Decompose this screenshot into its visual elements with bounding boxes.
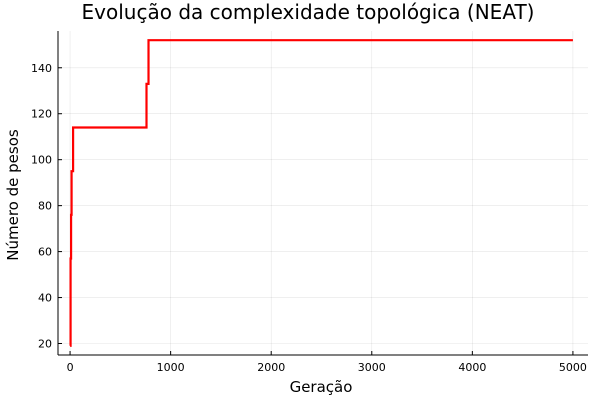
x-tick-label: 2000: [257, 361, 285, 374]
grid: [58, 31, 588, 355]
y-tick-label: 100: [31, 154, 52, 167]
axes: [57, 31, 588, 356]
x-tick-label: 4000: [458, 361, 486, 374]
y-tick-label: 120: [31, 108, 52, 121]
y-tick-label: 40: [38, 292, 52, 305]
y-tick-label: 60: [38, 246, 52, 259]
x-axis-label: Geração: [290, 378, 353, 396]
y-tick-label: 140: [31, 62, 52, 75]
x-tick-label: 1000: [157, 361, 185, 374]
chart-title: Evolução da complexidade topológica (NEA…: [82, 0, 535, 24]
x-tick-label: 0: [67, 361, 74, 374]
x-tick-label: 3000: [358, 361, 386, 374]
series-group: [69, 39, 573, 347]
ticks: 0 1000 2000 3000 4000 5000 20 40 60 80 100 120 140: [31, 62, 587, 374]
y-axis-label: Número de pesos: [4, 129, 22, 261]
y-tick-label: 80: [38, 200, 52, 213]
x-tick-label: 5000: [559, 361, 587, 374]
y-tick-label: 20: [38, 338, 52, 351]
series-line: [69, 39, 573, 347]
